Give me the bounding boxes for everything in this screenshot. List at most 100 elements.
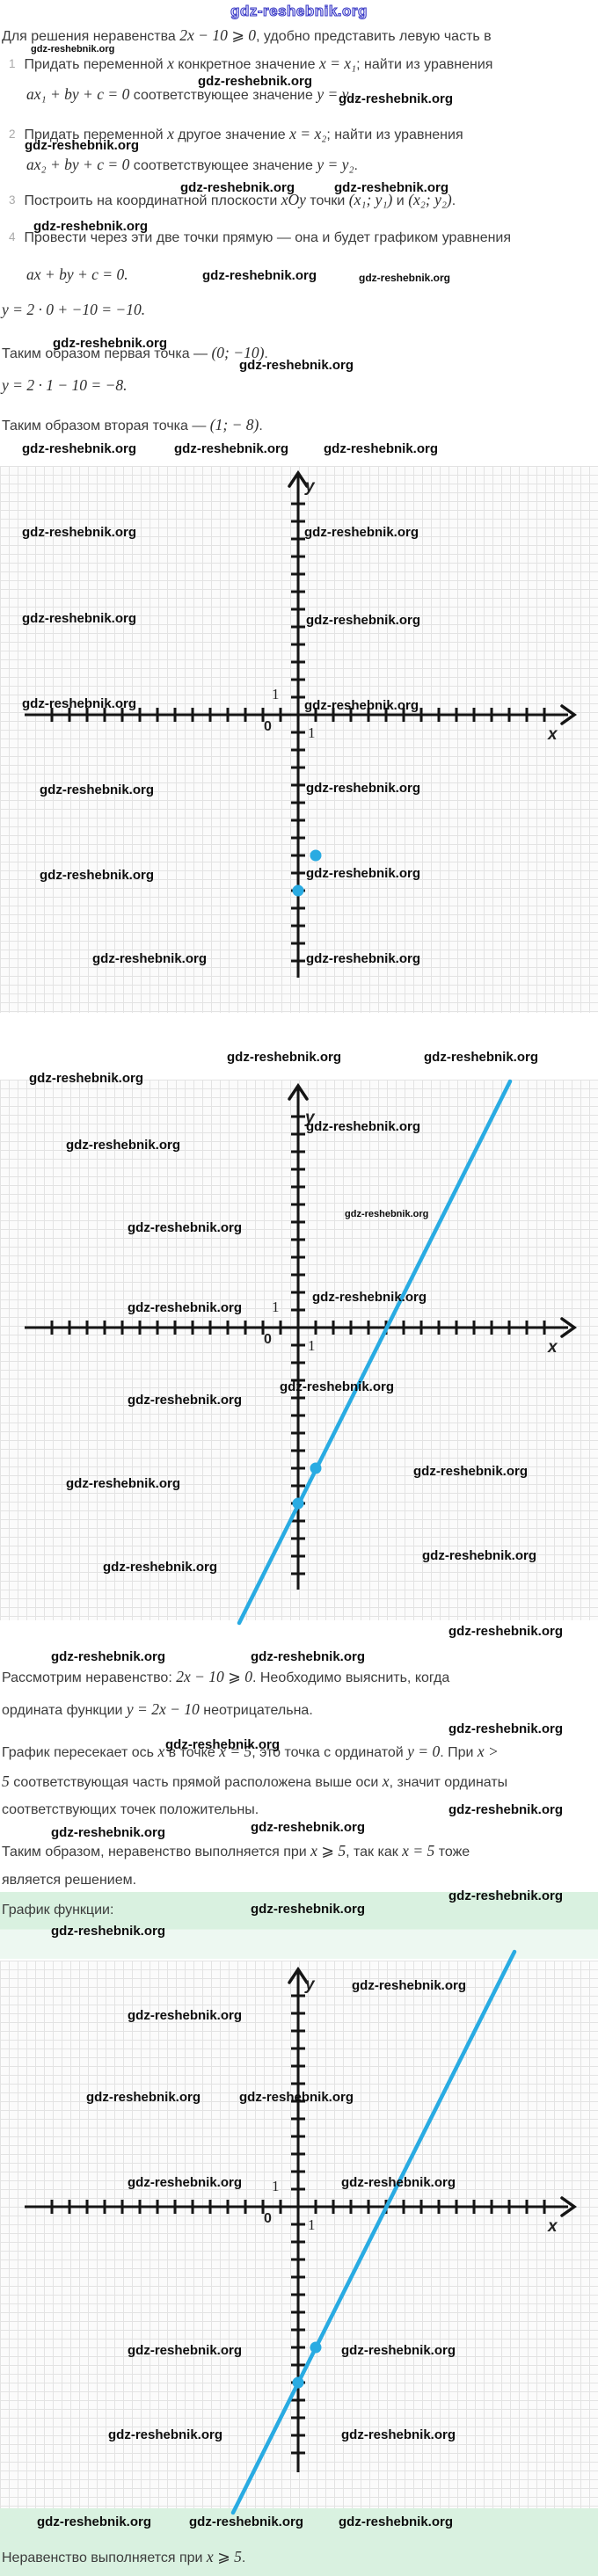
plain-text: , это точка с ординатой (252, 1745, 408, 1760)
axis-label-0: 0 (264, 719, 272, 734)
plain-text: ; найти из уравнения (356, 57, 493, 72)
plain-text: . (451, 193, 456, 208)
plain-text: Таким образом первая точка — (2, 346, 212, 361)
plain-text: . (264, 346, 268, 361)
plain-text: ; найти из уравнения (326, 127, 463, 142)
math-text: x = x₁ (318, 55, 357, 72)
plain-text: в точке (164, 1745, 220, 1760)
plain-text: неотрицательна. (199, 1703, 313, 1718)
axis-label-x: x (548, 1338, 558, 1357)
math-text: x = 5 (402, 1842, 435, 1859)
plain-text: График функции: (2, 1903, 114, 1917)
x-axis-arrow (560, 704, 578, 725)
math-text: y = y₁ (317, 85, 354, 103)
plain-text: Построить на координатной плоскости (24, 193, 281, 208)
plain-text: Таким образом вторая точка — (2, 418, 210, 433)
math-text: 2x − 10 ⩾ 0 (179, 26, 257, 44)
math-text: x ⩾ 5 (310, 1842, 346, 1859)
text-line: ax + by + c = 0. (26, 266, 128, 284)
text-line: Неравенство выполняется при x ⩾ 5. (2, 2548, 245, 2566)
math-text: x ⩾ 5 (206, 2548, 242, 2565)
axis-label-x: x (548, 725, 558, 744)
list-number: 3 (9, 193, 16, 207)
plain-text: соответствующая часть прямой расположена… (9, 1775, 383, 1790)
math-text: x (167, 125, 174, 142)
data-point (292, 2376, 304, 2389)
axis-label-0: 0 (264, 2211, 272, 2226)
plain-text: является решением. (2, 1873, 137, 1888)
list-number: 2 (9, 127, 16, 141)
text-line: соответствующих точек положительны. (2, 1802, 259, 1818)
plain-text: Для решения неравенства (2, 29, 180, 44)
x-axis-arrow (560, 2196, 578, 2217)
text-line: y = 2 · 0 + −10 = −10. (2, 301, 145, 319)
text-line: Для решения неравенства 2x − 10 ⩾ 0, удо… (2, 26, 492, 45)
text-line: ax₁ + by + c = 0 соответствующее значени… (26, 85, 358, 104)
plain-text: Рассмотрим неравенство: (2, 1670, 177, 1685)
plain-text: , значит ординаты (389, 1775, 508, 1790)
data-point (310, 849, 322, 862)
list-item-3: 3 Построить на координатной плоскости xOy… (9, 191, 456, 209)
text-line: Таким образом, неравенство выполняется п… (2, 1842, 470, 1860)
math-text: y = 2x − 10 (126, 1700, 200, 1718)
math-text: 5 (2, 1772, 10, 1790)
axis-label-x: x (548, 2217, 558, 2236)
math-text: (x₂; y₂) (408, 191, 452, 208)
axis-label-y: y (305, 1976, 315, 1994)
graph-line-canvas (25, 1079, 578, 1626)
axis-label-1: 1 (308, 1337, 316, 1354)
math-text: y = y₂ (317, 156, 354, 173)
plain-text: График пересекает ось (2, 1745, 158, 1760)
text-line: Рассмотрим неравенство: 2x − 10 ⩾ 0. Нео… (2, 1668, 449, 1686)
plain-text: конкретное значение (173, 57, 319, 72)
function-line (237, 1079, 513, 1626)
text-line: График пересекает ось x в точке x = 5, э… (2, 1743, 499, 1761)
plain-text: соответствующих точек положительны. (2, 1802, 259, 1817)
math-text: ax₁ + by + c = 0 (26, 85, 130, 103)
highlight-band (0, 1892, 598, 1959)
plain-text: точки (305, 193, 349, 208)
plain-text: . (241, 2551, 246, 2565)
plain-text: . (354, 158, 358, 173)
y-axis-arrow (288, 1966, 309, 1984)
data-point (292, 1497, 304, 1510)
plain-text: ордината функции (2, 1703, 127, 1718)
data-point (310, 1462, 322, 1474)
math-text: y = 0 (407, 1743, 441, 1760)
y-axis-arrow (288, 469, 309, 488)
plain-text: другое значение (173, 127, 290, 142)
plain-text: Неравенство выполняется при (2, 2551, 207, 2565)
plain-text: , удобно представить левую часть в (256, 29, 492, 44)
math-text: 2x − 10 ⩾ 0 (176, 1668, 252, 1685)
axis-label-1: 1 (308, 2216, 316, 2233)
function-line (230, 1949, 517, 2515)
graph-solution: 1 0 1 y x (0, 1949, 598, 2515)
plain-text: . (354, 88, 358, 103)
highlight-band-bottom (0, 2508, 598, 2576)
plain-text: тоже (434, 1845, 470, 1859)
data-point (310, 2341, 322, 2354)
axis-label-1: 1 (272, 2178, 280, 2194)
plain-text: Провести через эти две точки прямую — он… (24, 230, 512, 245)
graph-points-canvas (25, 469, 578, 978)
list-item-2: 2 Придать переменной x другое значение x … (9, 125, 463, 143)
text-line: Таким образом первая точка — (0; −10). (2, 344, 268, 362)
data-point (292, 884, 304, 897)
site-watermark-header: gdz-reshebnik.org (230, 2, 368, 19)
graph-line: 1 0 1 y x (0, 1079, 598, 1626)
axis-label-0: 0 (264, 1332, 272, 1347)
math-text: x (157, 1743, 165, 1760)
list-item-1: 1 Придать переменной x конкретное значени… (9, 55, 492, 73)
math-text: ax₂ + by + c = 0 (26, 156, 130, 173)
math-text: x = 5 (219, 1743, 252, 1760)
plain-text: Придать переменной (24, 57, 168, 72)
x-axis-arrow (560, 1317, 578, 1338)
list-item-4: 4 Провести через эти две точки прямую — о… (9, 230, 511, 246)
math-text: ax + by + c = 0. (26, 266, 128, 283)
text-line: y = 2 · 1 − 10 = −8. (2, 376, 128, 395)
math-text: (0; −10) (211, 344, 265, 361)
axis-label-1: 1 (308, 724, 316, 741)
axis-label-1: 1 (272, 686, 280, 702)
